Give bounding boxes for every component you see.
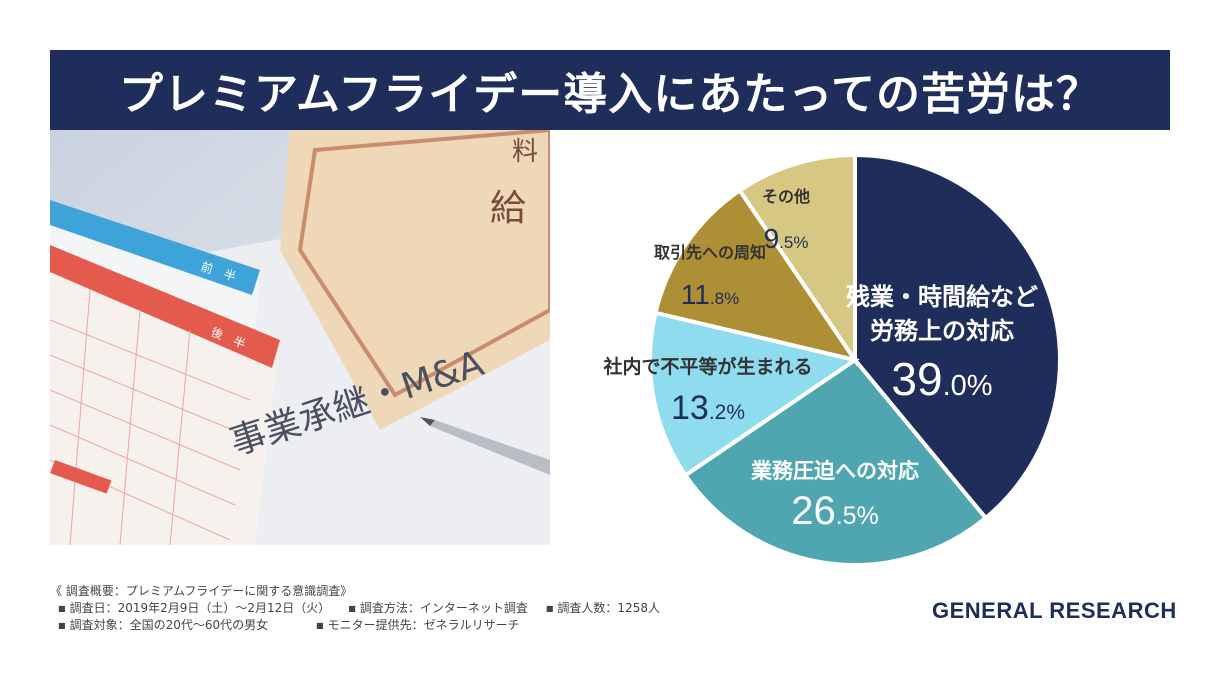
page-title: プレミアムフライデー導入にあたっての苦労は？ — [118, 69, 1102, 120]
slice-label-text: 業務圧迫への対応 — [751, 459, 919, 483]
envelope-char-2: 料 — [512, 137, 538, 167]
slice-label-text: 労務上の対応 — [870, 317, 1014, 345]
slice-label-text: 残業・時間給など — [846, 283, 1038, 311]
envelope-char: 給 — [490, 188, 526, 229]
survey-item: ■ 調査方法：インターネット調査 — [348, 601, 528, 615]
slice-value: 11.8% — [681, 279, 739, 310]
slice-label-2: 社内で不平等が生まれる 13.2% — [602, 355, 812, 427]
pie-slice-2 — [648, 310, 860, 479]
slice-label-1: 業務圧迫への対応 26.5% — [751, 459, 919, 533]
pie-slice-3 — [653, 187, 860, 364]
slice-label-4: その他 9.5% — [762, 187, 810, 254]
survey-row-2: ■ 調査対象：全国の20代〜60代の男女 ■ モニター提供先：ゼネラルリサーチ — [50, 617, 810, 634]
survey-item: ■ 調査対象：全国の20代〜60代の男女 — [58, 618, 269, 632]
survey-summary: 《 調査概要：プレミアムフライデーに関する意識調査》 ■ 調査日：2019年2月9… — [50, 583, 810, 634]
title-bar: プレミアムフライデー導入にあたっての苦労は？ — [50, 50, 1170, 130]
company-logo: GENERAL RESEARCH — [922, 586, 1176, 636]
survey-item: ■ 調査日：2019年2月9日（土）〜2月12日（火） — [58, 601, 331, 615]
slice-value: 9.5% — [764, 223, 809, 254]
documents-illustration: 給 料 前 半 後 半 事業承継・M&A — [50, 130, 550, 545]
survey-row-1: ■ 調査日：2019年2月9日（土）〜2月12日（火） ■ 調査方法：インターネット… — [50, 600, 810, 617]
survey-item: ■ 調査人数：1258人 — [545, 601, 660, 615]
hero-photo: 給 料 前 半 後 半 事業承継・M&A — [50, 130, 550, 545]
slice-value: 13.2% — [671, 389, 745, 427]
slice-label-3: 取引先への周知 11.8% — [654, 243, 766, 310]
survey-heading: 《 調査概要：プレミアムフライデーに関する意識調査》 — [50, 584, 353, 598]
logo-text: GENERAL RESEARCH — [932, 598, 1177, 623]
pie-slice-0 — [853, 152, 1062, 521]
slice-label-text: 取引先への周知 — [654, 243, 766, 262]
slice-value: 26.5% — [791, 489, 879, 533]
pie-chart-container: 残業・時間給など 労務上の対応 39.0% 業務圧迫への対応 26.5% 社内で不平等が生… — [550, 130, 1170, 570]
survey-item: ■ モニター提供先：ゼネラルリサーチ — [316, 618, 520, 632]
pie-slice-4 — [736, 152, 857, 367]
slice-value: 39.0% — [891, 353, 992, 405]
slice-label-text: 社内で不平等が生まれる — [602, 355, 812, 378]
slice-label-text: その他 — [762, 187, 810, 206]
pie-slice-1 — [682, 357, 989, 567]
